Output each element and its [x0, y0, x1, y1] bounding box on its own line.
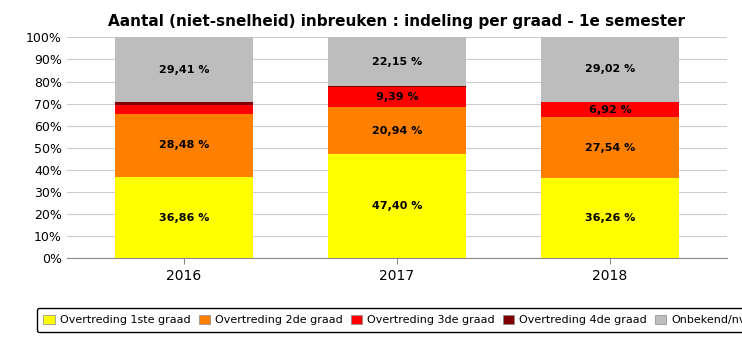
Bar [328, 37, 466, 86]
Text: 20,94 %: 20,94 % [372, 125, 422, 136]
Text: 9,39 %: 9,39 % [375, 92, 418, 102]
Bar [328, 87, 466, 107]
Text: 36,86 %: 36,86 % [159, 212, 209, 223]
Text: 36,26 %: 36,26 % [585, 213, 635, 223]
Bar [541, 37, 679, 102]
Bar [328, 154, 466, 258]
Text: 47,40 %: 47,40 % [372, 201, 422, 211]
Text: 22,15 %: 22,15 % [372, 57, 422, 67]
Text: 6,92 %: 6,92 % [588, 105, 631, 115]
Bar [115, 114, 253, 177]
Bar [115, 102, 253, 105]
Title: Aantal (niet-snelheid) inbreuken : indeling per graad - 1e semester: Aantal (niet-snelheid) inbreuken : indel… [108, 14, 686, 29]
Bar [541, 102, 679, 117]
Bar [541, 178, 679, 258]
Text: 29,41 %: 29,41 % [159, 65, 209, 75]
Legend: Overtreding 1ste graad, Overtreding 2de graad, Overtreding 3de graad, Overtredin: Overtreding 1ste graad, Overtreding 2de … [37, 308, 742, 332]
Text: 27,54 %: 27,54 % [585, 143, 635, 153]
Bar [541, 117, 679, 178]
Text: 29,02 %: 29,02 % [585, 65, 635, 74]
Bar [115, 37, 253, 102]
Bar [115, 105, 253, 114]
Bar [115, 177, 253, 258]
Text: 28,48 %: 28,48 % [159, 140, 209, 151]
Bar [328, 107, 466, 154]
